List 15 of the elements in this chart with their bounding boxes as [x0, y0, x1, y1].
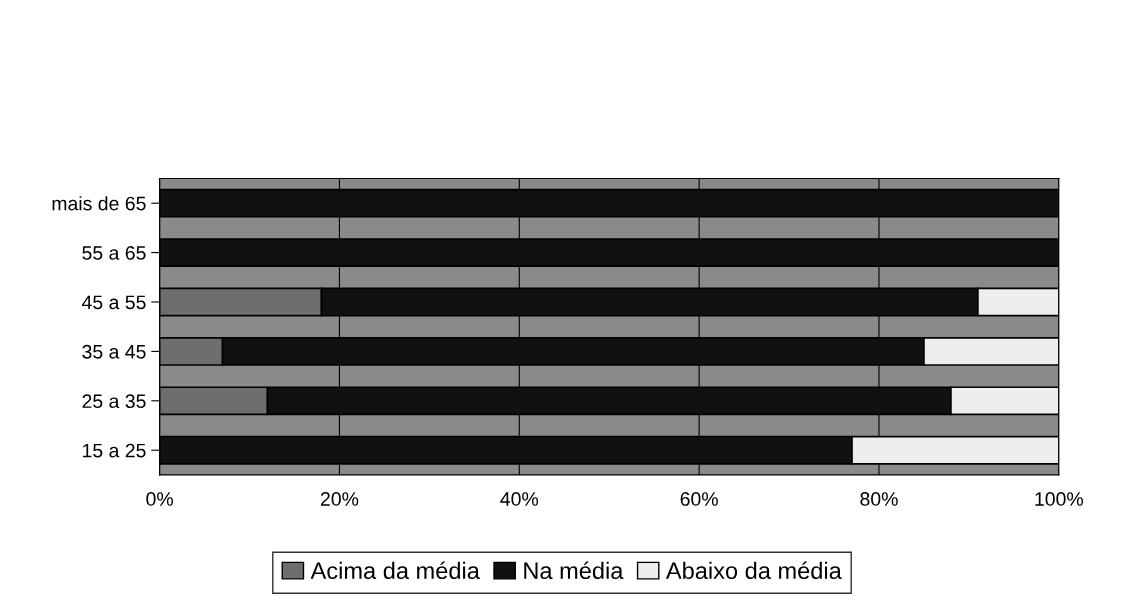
- x-tick-label: 80%: [860, 492, 898, 506]
- legend-label: Abaixo da média: [665, 561, 842, 580]
- x-tick-label: 100%: [1035, 492, 1083, 506]
- x-tick-label: 40%: [500, 492, 539, 506]
- y-tick-label: 55 a 65: [82, 246, 146, 260]
- legend-label: Na média: [524, 561, 624, 580]
- y-tick-label: 35 a 45: [82, 344, 146, 359]
- y-tick-label: mais de 65: [52, 196, 146, 211]
- legend-label: Acima da média: [310, 561, 480, 580]
- y-tick-label: 45 a 55: [81, 295, 146, 310]
- x-tick-label: 0%: [146, 492, 173, 506]
- y-tick-label: 25 a 35: [82, 394, 146, 409]
- y-tick-label: 15 a 25: [83, 443, 146, 458]
- x-tick-label: 60%: [680, 492, 718, 506]
- x-tick-label: 20%: [320, 492, 359, 506]
